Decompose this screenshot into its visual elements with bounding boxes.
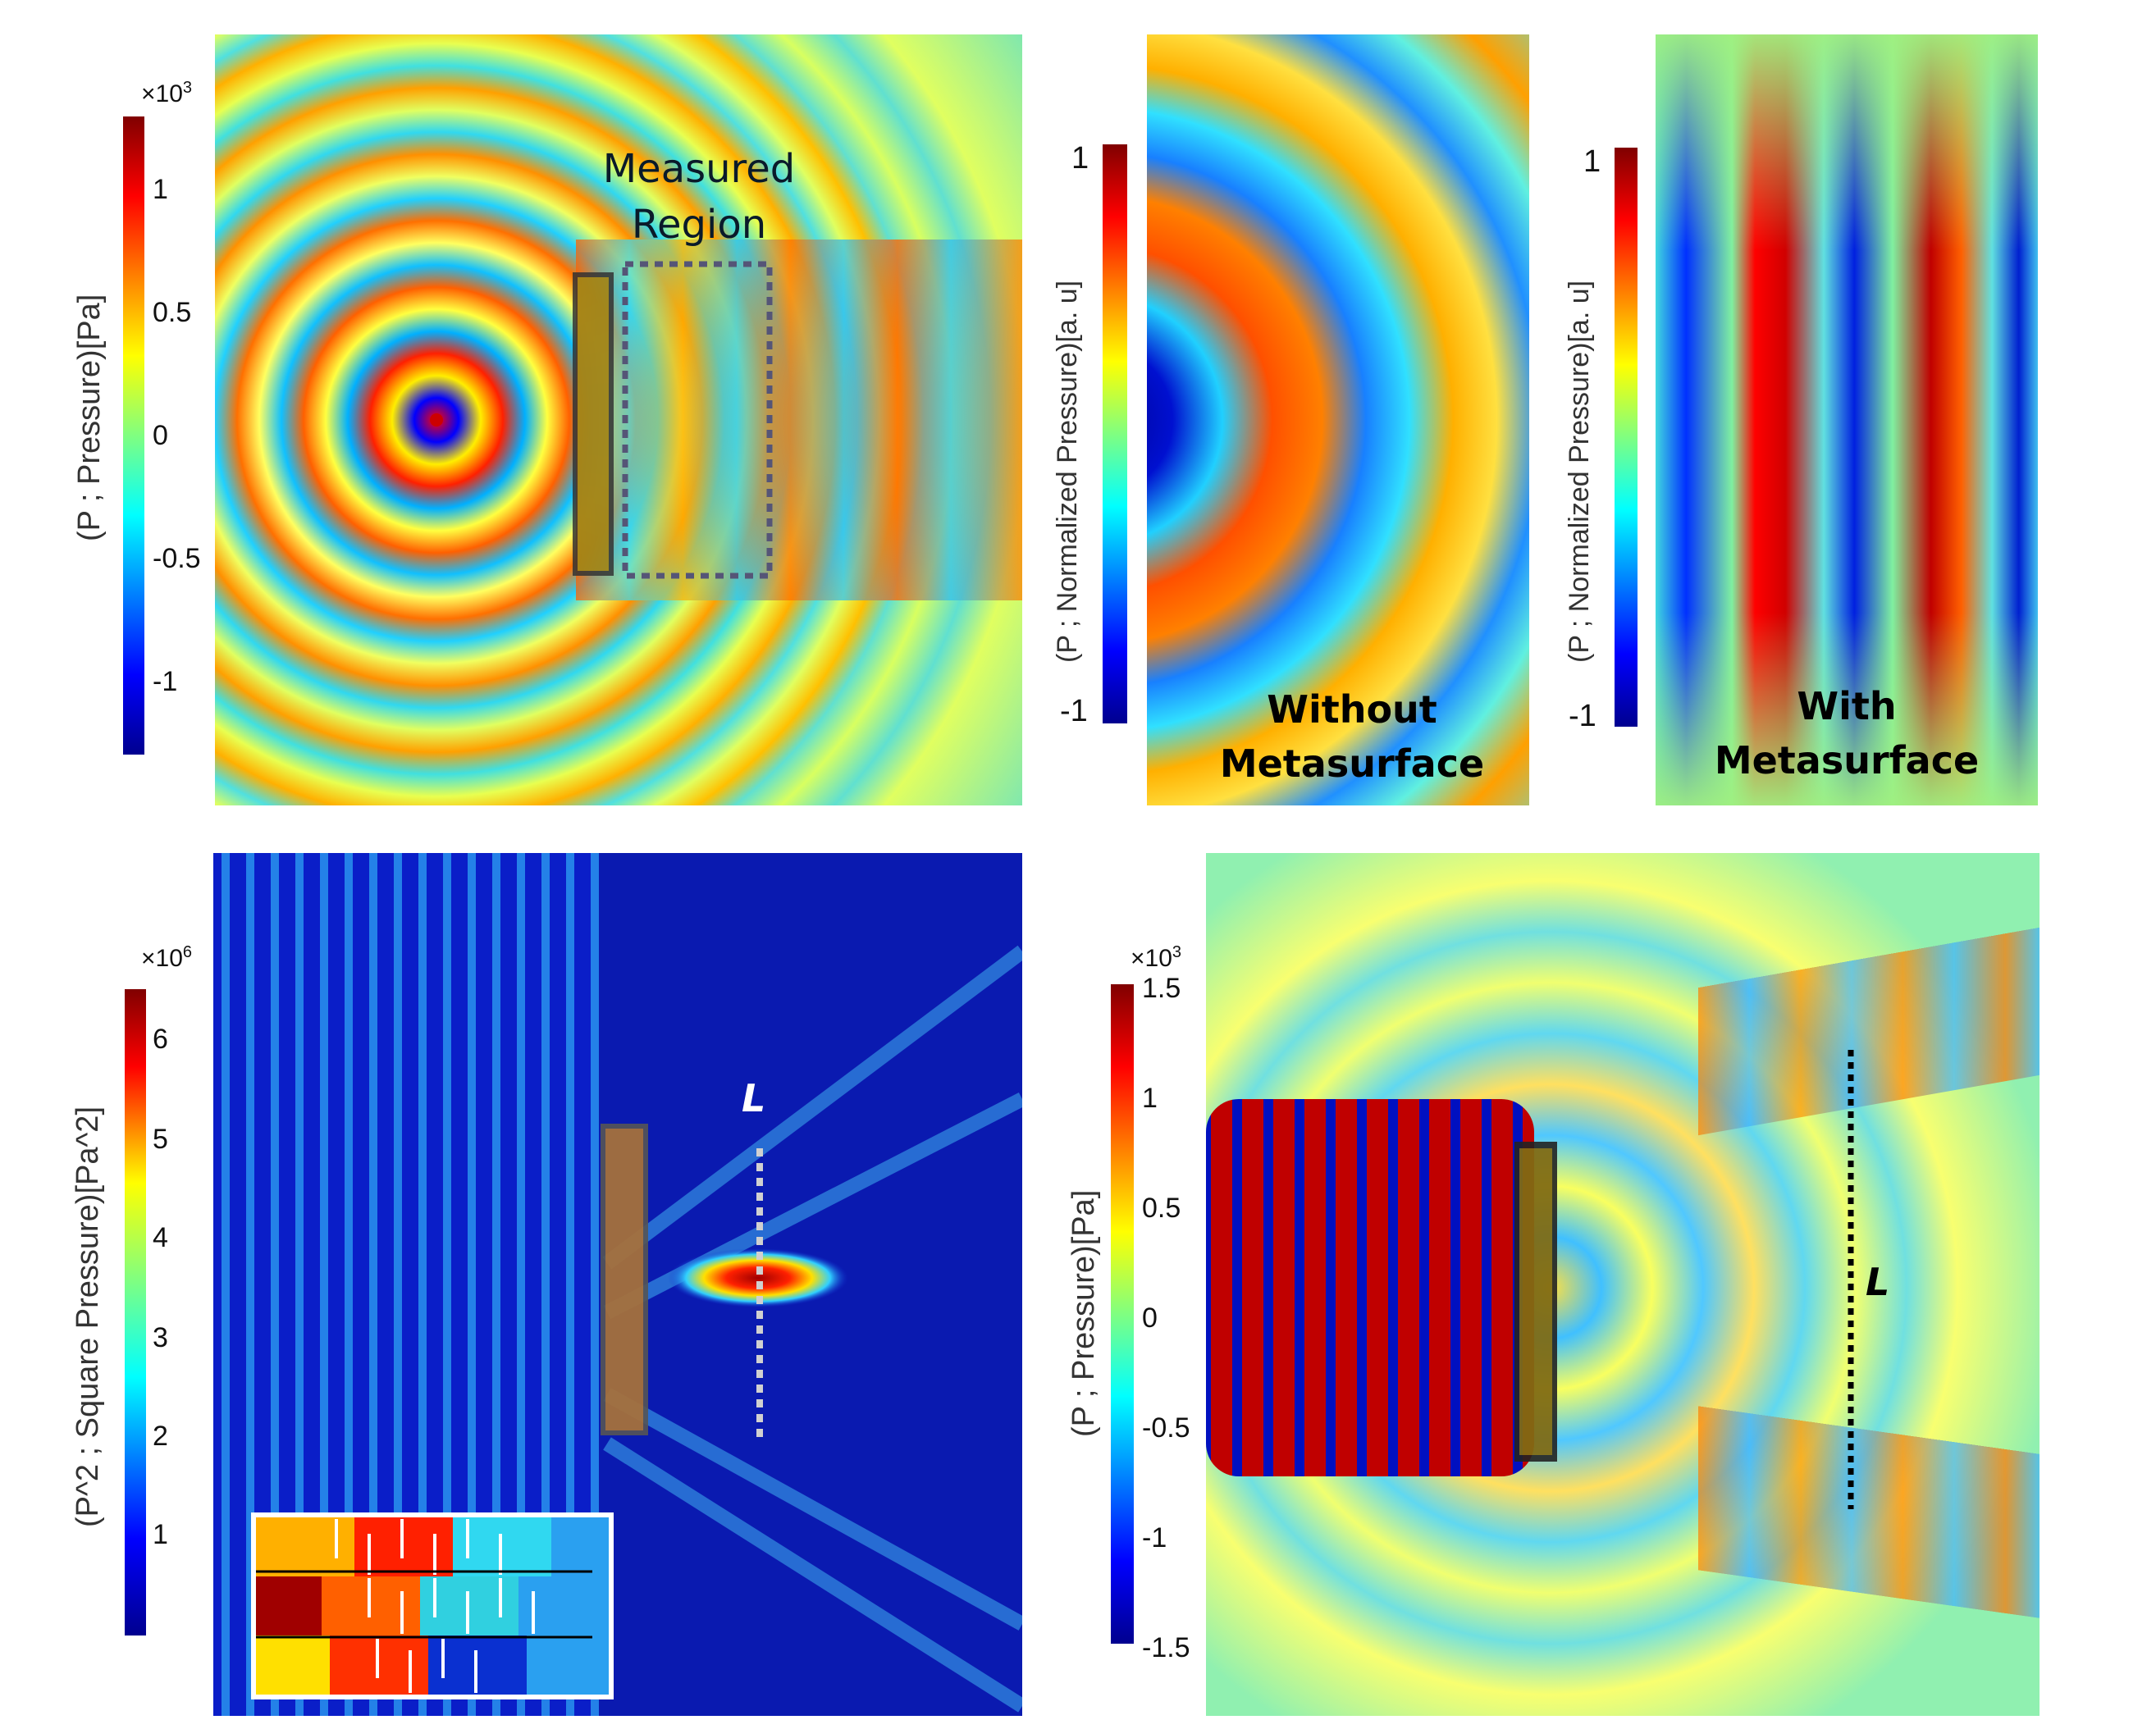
colorbar-top-middle xyxy=(1103,144,1127,723)
tick-br-neg1.5: -1.5 xyxy=(1142,1632,1190,1663)
colorbar-top-right xyxy=(1615,148,1638,727)
colorbar-top-left xyxy=(123,116,144,755)
pressure-field-top-left: Measured Region xyxy=(215,34,1022,805)
tick-bl-4: 4 xyxy=(153,1222,168,1253)
caption-with-line2: Metasurface xyxy=(1714,738,1980,782)
square-pressure-field: L xyxy=(213,853,1022,1716)
tick-bl-2: 2 xyxy=(153,1421,168,1452)
colorbar-bottom-left xyxy=(125,989,146,1635)
tick-br-1.5: 1.5 xyxy=(1142,973,1181,1004)
tick-tr-neg1: -1 xyxy=(1569,699,1596,733)
caption-without-line2: Metasurface xyxy=(1219,741,1485,786)
tick-tl-neg0.5: -0.5 xyxy=(153,543,201,574)
caption-with-metasurface: With Metasurface xyxy=(1656,679,2038,787)
tick-tr-1: 1 xyxy=(1583,144,1601,179)
tick-bl-6: 6 xyxy=(153,1024,168,1055)
pressure-field-without-metasurface: Without Metasurface xyxy=(1147,34,1529,805)
axis-label-top-right: (P ; Normalized Pressure)[a. u] xyxy=(1564,280,1595,663)
tick-br-0.5: 0.5 xyxy=(1142,1193,1181,1224)
tick-tl-0.5: 0.5 xyxy=(153,297,192,328)
tick-tl-neg1: -1 xyxy=(153,666,178,697)
tick-br-neg1: -1 xyxy=(1142,1522,1167,1553)
tick-tm-1: 1 xyxy=(1071,141,1089,176)
line-label-L-bottom-right: L xyxy=(1866,1260,1890,1304)
tick-bl-1: 1 xyxy=(153,1519,168,1550)
colorbar-multiplier-bottom-left: ×106 xyxy=(141,943,193,972)
axis-label-bottom-left: (P^2 ; Square Pressure)[Pa^2] xyxy=(71,1106,105,1527)
caption-without-metasurface: Without Metasurface xyxy=(1147,682,1529,791)
pressure-field-with-metasurface: With Metasurface xyxy=(1656,34,2038,805)
tick-bl-5: 5 xyxy=(153,1124,168,1155)
tick-tm-neg1: -1 xyxy=(1060,694,1088,728)
tick-tl-0: 0 xyxy=(153,420,168,451)
axis-label-top-middle: (P ; Normalized Pressure)[a. u] xyxy=(1052,280,1083,663)
line-label-L-bottom-left: L xyxy=(742,1076,766,1120)
tick-br-1: 1 xyxy=(1142,1083,1158,1114)
region-label-line2: Region xyxy=(631,202,767,248)
caption-with-line1: With xyxy=(1797,684,1897,728)
caption-without-line1: Without xyxy=(1267,687,1437,732)
colorbar-multiplier-bottom-right: ×103 xyxy=(1131,943,1182,972)
tick-tl-1: 1 xyxy=(153,174,168,205)
tick-br-0: 0 xyxy=(1142,1302,1158,1334)
axis-label-top-left: (P ; Pressure)[Pa] xyxy=(72,294,107,541)
region-label-line1: Measured xyxy=(602,146,796,192)
colorbar-multiplier-top-left: ×103 xyxy=(141,79,193,107)
colorbar-bottom-right xyxy=(1111,984,1134,1644)
axis-label-bottom-right: (P ; Pressure)[Pa] xyxy=(1067,1189,1101,1437)
measured-region-label: Measured Region xyxy=(560,141,838,253)
tick-br-neg0.5: -0.5 xyxy=(1142,1412,1190,1444)
tick-bl-3: 3 xyxy=(153,1322,168,1353)
pressure-field-bottom-right: L xyxy=(1206,853,2040,1716)
